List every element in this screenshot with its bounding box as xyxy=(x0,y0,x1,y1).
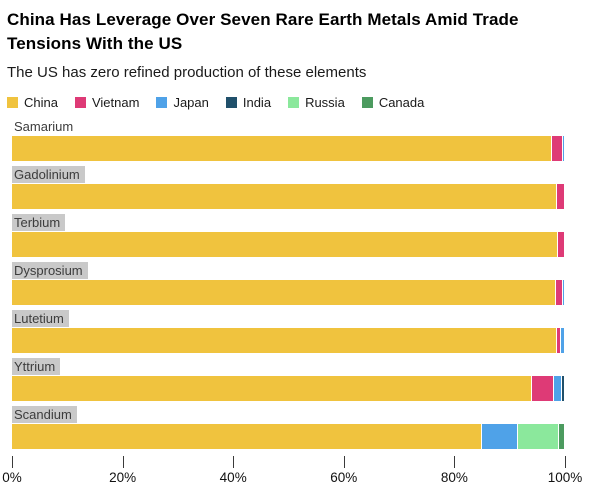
x-axis-tick-label: 100% xyxy=(547,470,583,485)
x-axis-tick xyxy=(565,456,566,468)
legend-item-canada: Canada xyxy=(361,94,425,110)
plot-area: Samarium Gadolinium Terbium Dysprosium Lutet… xyxy=(12,118,565,449)
bar-segment-vietnam xyxy=(531,376,553,401)
bar-segment-china xyxy=(12,376,531,401)
legend-swatch-icon xyxy=(288,96,300,108)
legend-label: Russia xyxy=(305,94,345,110)
bar-row-terbium: Terbium xyxy=(12,214,565,257)
bar-row-yttrium: Yttrium xyxy=(12,358,565,401)
bar-row-scandium: Scandium xyxy=(12,406,565,449)
bar-segment-vietnam xyxy=(551,136,562,161)
bar-segment-russia xyxy=(517,424,559,449)
legend: China Vietnam Japan India Russia Canada xyxy=(7,94,592,110)
category-label: Terbium xyxy=(12,214,66,231)
stacked-bar xyxy=(12,376,565,401)
bar-segment-vietnam xyxy=(556,280,562,305)
bar-segment-china xyxy=(12,232,558,257)
legend-item-vietnam: Vietnam xyxy=(74,94,140,110)
category-label: Samarium xyxy=(14,119,74,134)
stacked-bar xyxy=(12,136,565,161)
x-axis-tick xyxy=(122,456,124,468)
legend-item-china: China xyxy=(7,95,58,110)
legend-label: Japan xyxy=(173,94,209,110)
bar-segment-vietnam xyxy=(557,184,564,209)
legend-swatch-icon xyxy=(7,96,18,108)
bar-segment-india xyxy=(561,376,564,401)
stacked-bar xyxy=(12,184,565,209)
legend-label: Canada xyxy=(378,94,425,110)
legend-swatch-icon xyxy=(156,96,168,108)
category-label: Gadolinium xyxy=(12,166,85,183)
bar-row-lutetium: Lutetium xyxy=(12,310,565,353)
category-label: Scandium xyxy=(12,406,77,423)
legend-item-japan: Japan xyxy=(156,94,209,110)
category-label: Lutetium xyxy=(12,310,69,327)
legend-swatch-icon xyxy=(361,96,373,108)
chart-subtitle: The US has zero refined production of th… xyxy=(7,64,367,81)
bar-segment-vietnam xyxy=(556,328,560,353)
stacked-bar xyxy=(12,280,565,305)
chart-title: China Has Leverage Over Seven Rare Earth… xyxy=(7,10,519,53)
category-label: Dysprosium xyxy=(12,262,88,279)
x-axis-tick-label: 20% xyxy=(109,470,137,485)
legend-label: China xyxy=(24,94,58,110)
x-axis-tick-label: 0% xyxy=(2,470,22,485)
x-axis-tick xyxy=(233,456,235,468)
bar-segment-china xyxy=(12,184,557,209)
bar-segment-japan xyxy=(482,424,517,449)
bar-segment-china xyxy=(12,280,556,305)
stacked-bar xyxy=(12,232,565,257)
x-axis-tick-label: 60% xyxy=(330,470,358,485)
legend-swatch-icon xyxy=(74,96,86,108)
bar-segment-vietnam xyxy=(558,232,564,257)
bar-row-dysprosium: Dysprosium xyxy=(12,262,565,305)
x-axis-tick-label: 40% xyxy=(219,470,247,485)
bar-segment-japan xyxy=(553,376,561,401)
category-label: Yttrium xyxy=(12,358,61,375)
legend-label: India xyxy=(242,94,272,110)
x-axis-tick xyxy=(454,456,456,468)
stacked-bar xyxy=(12,328,565,353)
bar-segment-japan xyxy=(562,280,564,305)
bar-segment-china xyxy=(12,136,551,161)
legend-label: Vietnam xyxy=(91,94,140,110)
stacked-bar xyxy=(12,424,565,449)
x-axis: 0% 20% 40% 60% 80% 100% xyxy=(2,454,582,488)
bar-segment-japan xyxy=(560,328,564,353)
bar-row-samarium: Samarium xyxy=(12,118,565,161)
bar-row-gadolinium: Gadolinium xyxy=(12,166,565,209)
x-axis-tick xyxy=(343,456,345,468)
bar-segment-china xyxy=(12,328,556,353)
legend-swatch-icon xyxy=(225,96,237,108)
bar-segment-japan xyxy=(562,136,564,161)
x-axis-tick-label: 80% xyxy=(440,470,468,485)
legend-item-russia: Russia xyxy=(288,95,345,110)
x-axis-tick xyxy=(12,456,13,468)
bar-segment-canada xyxy=(559,424,564,449)
legend-item-india: India xyxy=(225,94,272,110)
bar-segment-china xyxy=(12,424,482,449)
